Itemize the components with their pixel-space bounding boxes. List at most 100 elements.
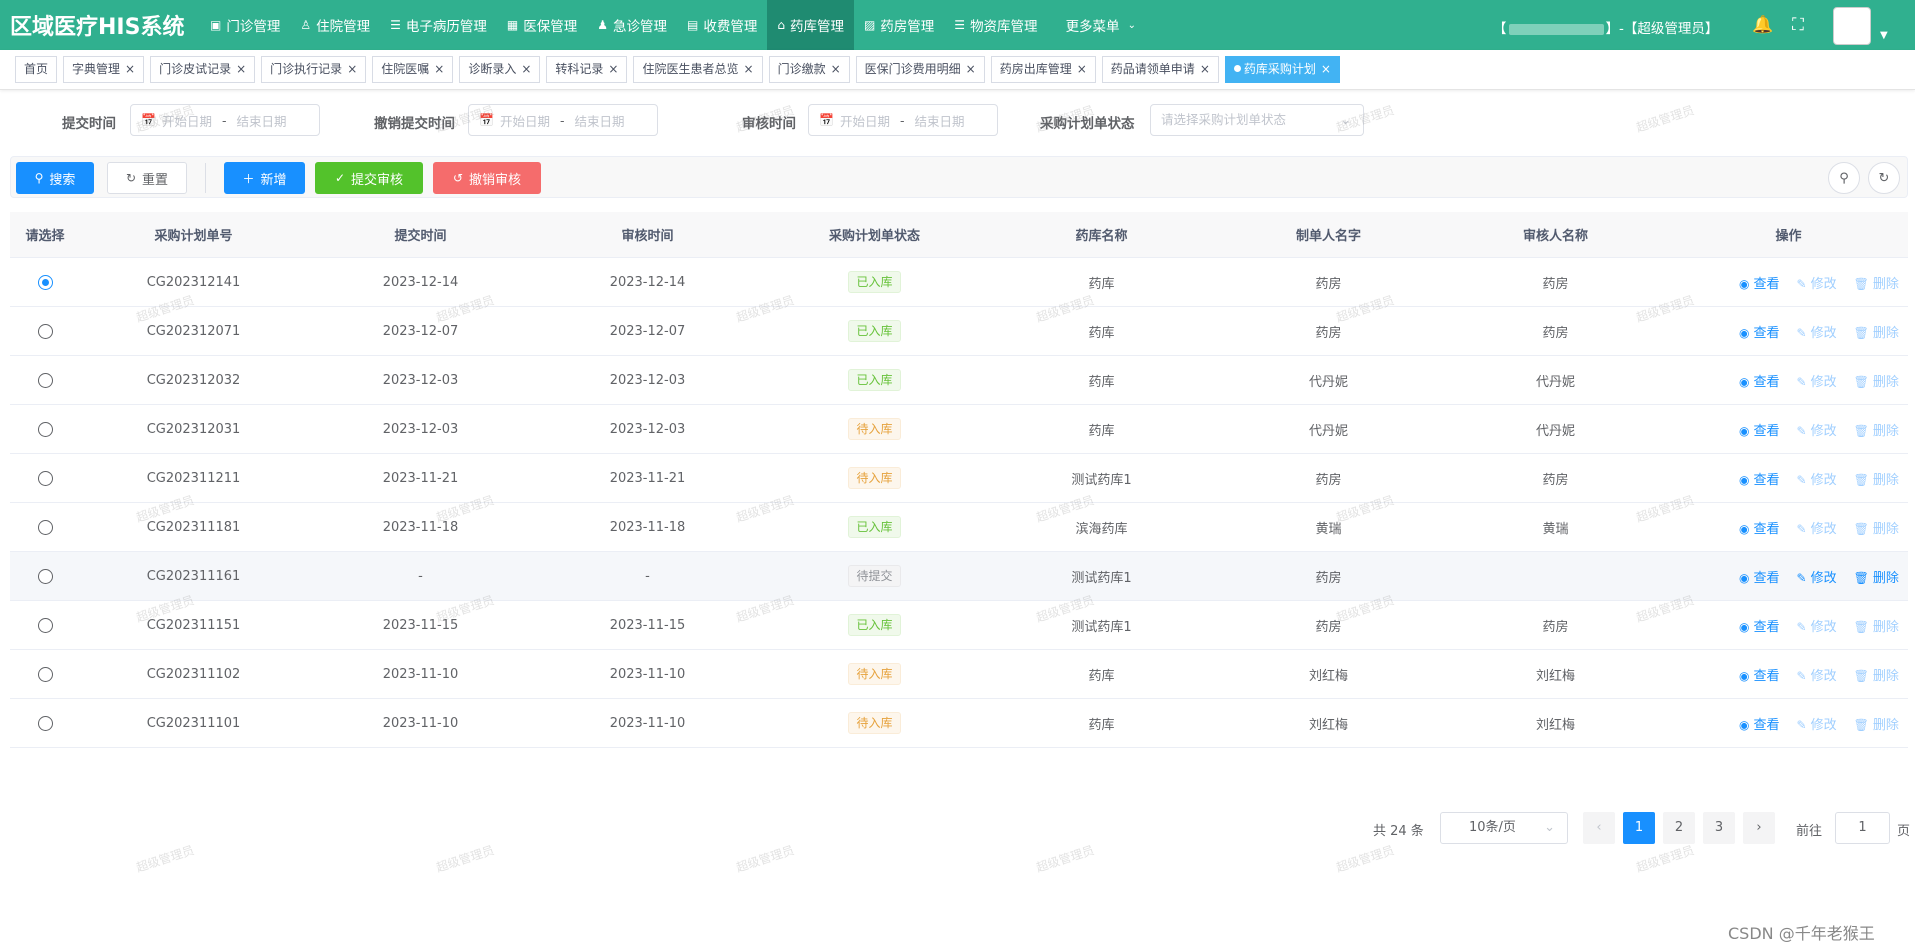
page-size-select[interactable]: 10条/页 ⌄ xyxy=(1440,812,1568,844)
table-row[interactable]: CG202311102 2023-11-10 2023-11-10 待入库 药库 刘红梅 刘… xyxy=(10,650,1908,699)
edit-button[interactable]: ✎ 修改 xyxy=(1797,616,1837,635)
cancel-audit-button[interactable]: ↺ 撤销审核 xyxy=(433,162,541,194)
edit-button[interactable]: ✎ 修改 xyxy=(1797,518,1837,537)
tag-7[interactable]: 住院医生患者总览 × xyxy=(633,56,763,83)
edit-button[interactable]: ✎ 修改 xyxy=(1797,714,1837,733)
avatar[interactable] xyxy=(1833,7,1871,45)
tag-0[interactable]: 首页 xyxy=(15,56,58,83)
row-radio[interactable] xyxy=(37,421,53,437)
page-button-2[interactable]: 2 xyxy=(1663,812,1695,844)
delete-button[interactable]: 🗑 删除 xyxy=(1854,469,1899,488)
tag-3[interactable]: 门诊执行记录 × xyxy=(261,56,367,83)
close-icon[interactable]: × xyxy=(347,62,358,76)
delete-button[interactable]: 🗑 删除 xyxy=(1854,322,1899,341)
edit-button[interactable]: ✎ 修改 xyxy=(1797,567,1837,586)
tag-2[interactable]: 门诊皮试记录 × xyxy=(150,56,256,83)
row-radio[interactable] xyxy=(37,274,53,290)
view-button[interactable]: ◉ 查看 xyxy=(1739,714,1780,733)
page-button-1[interactable]: 1 xyxy=(1623,812,1655,844)
close-icon[interactable]: × xyxy=(830,62,841,76)
nav-item-7[interactable]: ▨ 药房管理 xyxy=(854,0,944,50)
more-menu[interactable]: 更多菜单 ⌄ xyxy=(1048,15,1146,35)
toggle-search-button[interactable]: ⚲ xyxy=(1828,162,1860,194)
tag-9[interactable]: 医保门诊费用明细 × xyxy=(855,56,985,83)
nav-item-2[interactable]: ☰ 电子病历管理 xyxy=(380,0,497,50)
delete-button[interactable]: 🗑 删除 xyxy=(1854,714,1899,733)
nav-item-4[interactable]: ♟ 急诊管理 xyxy=(587,0,677,50)
close-icon[interactable]: × xyxy=(1320,62,1331,76)
close-icon[interactable]: × xyxy=(236,62,247,76)
tag-11[interactable]: 药品请领单申请 × xyxy=(1101,56,1219,83)
close-icon[interactable]: × xyxy=(608,62,619,76)
row-radio[interactable] xyxy=(37,519,53,535)
add-button[interactable]: ＋ 新增 xyxy=(224,162,305,194)
audit-time-range[interactable]: 📅 开始日期 - 结束日期 xyxy=(808,104,998,136)
view-button[interactable]: ◉ 查看 xyxy=(1739,371,1780,390)
refresh-table-button[interactable]: ↻ xyxy=(1868,162,1900,194)
table-row[interactable]: CG202311161 - - 待提交 测试药库1 药房 ◉ 查看 ✎ 修改 🗑 删除 xyxy=(10,552,1908,601)
table-row[interactable]: CG202311211 2023-11-21 2023-11-21 待入库 测试药库1 药… xyxy=(10,454,1908,503)
row-radio[interactable] xyxy=(37,568,53,584)
bell-icon[interactable]: 🔔 xyxy=(1752,15,1774,35)
table-row[interactable]: CG202311151 2023-11-15 2023-11-15 已入库 测试药库1 药… xyxy=(10,601,1908,650)
prev-page-button[interactable]: ‹ xyxy=(1583,812,1615,844)
table-row[interactable]: CG202312032 2023-12-03 2023-12-03 已入库 药库 代丹妮 代… xyxy=(10,356,1908,405)
close-icon[interactable]: × xyxy=(965,62,976,76)
submit-audit-button[interactable]: ✓ 提交审核 xyxy=(315,162,423,194)
view-button[interactable]: ◉ 查看 xyxy=(1739,322,1780,341)
nav-item-1[interactable]: ♙ 住院管理 xyxy=(290,0,380,50)
edit-button[interactable]: ✎ 修改 xyxy=(1797,273,1837,292)
view-button[interactable]: ◉ 查看 xyxy=(1739,420,1780,439)
tag-6[interactable]: 转科记录 × xyxy=(546,56,628,83)
nav-item-8[interactable]: ☰ 物资库管理 xyxy=(944,0,1047,50)
delete-button[interactable]: 🗑 删除 xyxy=(1854,371,1899,390)
plan-status-select[interactable]: 请选择采购计划单状态 ⌄ xyxy=(1150,104,1364,136)
delete-button[interactable]: 🗑 删除 xyxy=(1854,273,1899,292)
tag-12[interactable]: 药库采购计划 × xyxy=(1224,56,1340,83)
row-radio[interactable] xyxy=(37,470,53,486)
close-icon[interactable]: × xyxy=(125,62,136,76)
edit-button[interactable]: ✎ 修改 xyxy=(1797,665,1837,684)
edit-button[interactable]: ✎ 修改 xyxy=(1797,420,1837,439)
goto-page-input[interactable]: 1 xyxy=(1835,812,1890,844)
view-button[interactable]: ◉ 查看 xyxy=(1739,567,1780,586)
edit-button[interactable]: ✎ 修改 xyxy=(1797,322,1837,341)
nav-item-3[interactable]: ▦ 医保管理 xyxy=(497,0,587,50)
close-icon[interactable]: × xyxy=(743,62,754,76)
view-button[interactable]: ◉ 查看 xyxy=(1739,518,1780,537)
row-radio[interactable] xyxy=(37,323,53,339)
search-button[interactable]: ⚲ 搜索 xyxy=(16,162,94,194)
table-row[interactable]: CG202312071 2023-12-07 2023-12-07 已入库 药库 药房 药房… xyxy=(10,307,1908,356)
row-radio[interactable] xyxy=(37,617,53,633)
tag-5[interactable]: 诊断录入 × xyxy=(459,56,541,83)
page-button-3[interactable]: 3 xyxy=(1703,812,1735,844)
tag-4[interactable]: 住院医嘱 × xyxy=(372,56,454,83)
edit-button[interactable]: ✎ 修改 xyxy=(1797,371,1837,390)
submit-time-range[interactable]: 📅 开始日期 - 结束日期 xyxy=(130,104,320,136)
table-row[interactable]: CG202311101 2023-11-10 2023-11-10 待入库 药库 刘红梅 刘… xyxy=(10,699,1908,748)
table-row[interactable]: CG202311181 2023-11-18 2023-11-18 已入库 滨海药库 黄瑞… xyxy=(10,503,1908,552)
edit-button[interactable]: ✎ 修改 xyxy=(1797,469,1837,488)
row-radio[interactable] xyxy=(37,715,53,731)
close-icon[interactable]: × xyxy=(1199,62,1210,76)
tag-1[interactable]: 字典管理 × xyxy=(63,56,145,83)
table-row[interactable]: CG202312031 2023-12-03 2023-12-03 待入库 药库 代丹妮 代… xyxy=(10,405,1908,454)
delete-button[interactable]: 🗑 删除 xyxy=(1854,518,1899,537)
row-radio[interactable] xyxy=(37,666,53,682)
fullscreen-icon[interactable]: ⛶ xyxy=(1792,15,1804,35)
close-icon[interactable]: × xyxy=(521,62,532,76)
close-icon[interactable]: × xyxy=(434,62,445,76)
view-button[interactable]: ◉ 查看 xyxy=(1739,469,1780,488)
row-radio[interactable] xyxy=(37,372,53,388)
tag-8[interactable]: 门诊缴款 × xyxy=(768,56,850,83)
delete-button[interactable]: 🗑 删除 xyxy=(1854,616,1899,635)
close-icon[interactable]: × xyxy=(1076,62,1087,76)
delete-button[interactable]: 🗑 删除 xyxy=(1854,665,1899,684)
tag-10[interactable]: 药房出库管理 × xyxy=(990,56,1096,83)
delete-button[interactable]: 🗑 删除 xyxy=(1854,567,1899,586)
table-row[interactable]: CG202312141 2023-12-14 2023-12-14 已入库 药库 药房 药房… xyxy=(10,258,1908,307)
next-page-button[interactable]: › xyxy=(1743,812,1775,844)
caret-down-icon[interactable]: ▼ xyxy=(1880,30,1888,41)
view-button[interactable]: ◉ 查看 xyxy=(1739,273,1780,292)
nav-item-5[interactable]: ▤ 收费管理 xyxy=(677,0,767,50)
